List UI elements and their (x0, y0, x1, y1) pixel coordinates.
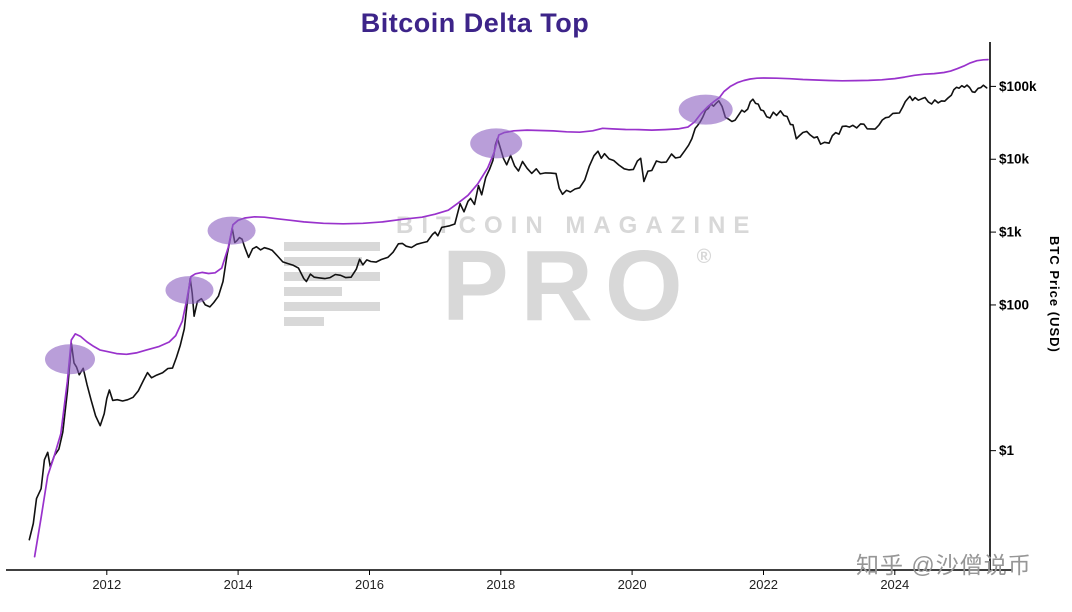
y-tick-label: $1 (999, 443, 1015, 458)
watermark-magazine-text: BITCOIN MAGAZINE (396, 212, 758, 239)
cycle-top-marker (165, 276, 214, 305)
btc-price-line (28, 84, 988, 541)
watermark: BITCOIN MAGAZINE PRO ® (284, 212, 758, 342)
x-tick-label: 2020 (618, 577, 647, 592)
zhihu-credit-watermark: 知乎 @沙僧说币 (856, 552, 1032, 578)
watermark-text: BITCOIN MAGAZINE PRO ® (396, 212, 758, 342)
x-tick-label: 2012 (92, 577, 121, 592)
x-tick-label: 2024 (880, 577, 909, 592)
y-tick-label: $100k (999, 79, 1037, 94)
x-tick-label: 2018 (486, 577, 515, 592)
cycle-top-marker (678, 94, 733, 125)
x-tick-label: 2022 (749, 577, 778, 592)
cycle-top-marker (470, 128, 523, 159)
y-tick-label: $100 (999, 297, 1029, 312)
page-title: Bitcoin Delta Top (360, 8, 590, 38)
cycle-top-marker (45, 344, 95, 375)
cycle-top-marker (207, 216, 256, 245)
y-tick-label: $10k (999, 152, 1030, 167)
x-tick-label: 2014 (224, 577, 253, 592)
y-tick-label: $1k (999, 225, 1022, 240)
x-tick-label: 2016 (355, 577, 384, 592)
y-axis-title: BTC Price (USD) (1047, 236, 1062, 353)
registered-trademark-symbol: ® (696, 246, 712, 268)
watermark-pro-text: PRO (441, 230, 695, 342)
